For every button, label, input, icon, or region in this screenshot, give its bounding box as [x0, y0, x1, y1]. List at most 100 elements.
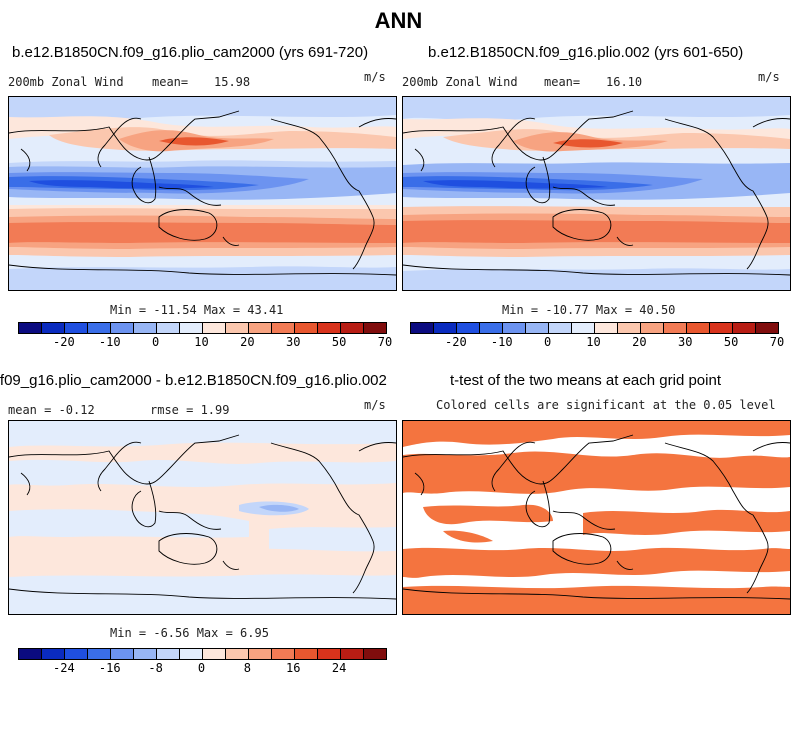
colorbar-swatch [42, 323, 65, 333]
colorbar-swatch [595, 323, 618, 333]
colorbar-swatch [618, 323, 641, 333]
panel3-colorbar [18, 648, 387, 660]
panel2-colorbar [410, 322, 779, 334]
colorbar-tick: 10 [194, 335, 209, 349]
colorbar-swatch [203, 323, 226, 333]
colorbar-swatch [65, 323, 88, 333]
colorbar-swatch [364, 649, 386, 659]
panel4-title: t-test of the two means at each grid poi… [450, 372, 721, 389]
colorbar-swatch [364, 323, 386, 333]
colorbar-tick: 30 [678, 335, 693, 349]
colorbar-swatch [664, 323, 687, 333]
panel1-mean-label: mean= [152, 75, 189, 89]
panel3-rmse: rmse = 1.99 [150, 403, 230, 417]
colorbar-swatch [157, 649, 180, 659]
colorbar-swatch [457, 323, 480, 333]
colorbar-swatch [318, 323, 341, 333]
colorbar-swatch [180, 649, 203, 659]
panel2-mean-value: 16.10 [606, 75, 643, 89]
colorbar-swatch [226, 649, 249, 659]
colorbar-swatch [641, 323, 664, 333]
colorbar-tick: 0 [544, 335, 552, 349]
colorbar-tick: 0 [152, 335, 160, 349]
colorbar-swatch [318, 649, 341, 659]
colorbar-swatch [134, 649, 157, 659]
colorbar-swatch [687, 323, 710, 333]
colorbar-swatch [19, 323, 42, 333]
colorbar-tick: -8 [148, 661, 163, 675]
colorbar-tick: 50 [331, 335, 347, 349]
colorbar-tick: -10 [98, 335, 121, 349]
colorbar-tick: -10 [490, 335, 513, 349]
panel1-colorbar-ticks: -20 -10 0 10 20 30 50 70 [18, 335, 392, 349]
colorbar-swatch [572, 323, 595, 333]
significance-regions [403, 421, 790, 614]
panel4-significance-map [402, 420, 791, 615]
colorbar-swatch [249, 649, 272, 659]
colorbar-swatch [226, 323, 249, 333]
colorbar-swatch [295, 323, 318, 333]
colorbar-swatch [295, 649, 318, 659]
colorbar-tick: 8 [243, 661, 251, 675]
panel2-units: m/s [758, 70, 780, 84]
panel3-minmax: Min = -6.56 Max = 6.95 [110, 626, 269, 640]
colorbar-swatch [272, 649, 295, 659]
colorbar-tick: -20 [53, 335, 75, 349]
panel2-minmax: Min = -10.77 Max = 40.50 [502, 303, 676, 317]
colorbar-swatch [88, 323, 111, 333]
colorbar-swatch [503, 323, 526, 333]
panel3-mean: mean = -0.12 [8, 403, 95, 417]
colorbar-swatch [341, 649, 364, 659]
colorbar-swatch [180, 323, 203, 333]
panel4-subtitle: Colored cells are significant at the 0.0… [436, 398, 776, 412]
panel2-field-label: 200mb Zonal Wind [402, 75, 518, 89]
figure-title: ANN [374, 8, 423, 33]
colorbar-swatch [480, 323, 503, 333]
colorbar-swatch [710, 323, 733, 333]
colorbar-swatch [65, 649, 88, 659]
panel1-title: b.e12.B1850CN.f09_g16.plio_cam2000 (yrs … [12, 44, 369, 61]
colorbar-tick: 20 [240, 335, 255, 349]
panel3-difference-map [8, 420, 397, 615]
colorbar-tick: 0 [197, 661, 206, 675]
colorbar-swatch [411, 323, 434, 333]
colorbar-swatch [756, 323, 778, 333]
panel2-colorbar-ticks: -20 -10 0 10 20 30 50 70 [410, 335, 784, 349]
colorbar-swatch [134, 323, 157, 333]
colorbar-swatch [157, 323, 180, 333]
colorbar-swatch [341, 323, 364, 333]
colorbar-tick: 70 [377, 335, 393, 349]
panel2-wind-map [402, 96, 791, 291]
panel2-mean-label: mean= [544, 75, 581, 89]
panel2-title: b.e12.B1850CN.f09_g16.plio.002 (yrs 601-… [428, 44, 744, 61]
panel3-units: m/s [364, 398, 386, 412]
colorbar-tick: 16 [286, 661, 301, 675]
colorbar-swatch [526, 323, 549, 333]
colorbar-swatch [42, 649, 65, 659]
colorbar-tick: 24 [331, 661, 347, 675]
colorbar-tick: 70 [769, 335, 785, 349]
colorbar-swatch [733, 323, 756, 333]
colorbar-tick: -24 [53, 661, 75, 675]
colorbar-swatch [249, 323, 272, 333]
panel1-mean-value: 15.98 [214, 75, 251, 89]
colorbar-swatch [88, 649, 111, 659]
colorbar-swatch [203, 649, 226, 659]
panel1-units: m/s [364, 70, 386, 84]
colorbar-swatch [434, 323, 457, 333]
panel3-title: b.e12.B1850CN.f09_g16.plio_cam2000 - b.e… [0, 372, 387, 389]
panel3-colorbar-ticks: -24 -16 -8 0 8 16 24 [18, 661, 385, 675]
colorbar-tick: -16 [98, 661, 121, 675]
colorbar-tick: 50 [723, 335, 739, 349]
colorbar-swatch [111, 649, 134, 659]
colorbar-tick: 10 [586, 335, 601, 349]
panel1-colorbar [18, 322, 387, 334]
panel3-title-clip: b.e12.B1850CN.f09_g16.plio_cam2000 - b.e… [0, 372, 462, 392]
colorbar-tick: 30 [286, 335, 301, 349]
colorbar-swatch [19, 649, 42, 659]
colorbar-tick: 20 [632, 335, 647, 349]
colorbar-tick: -20 [445, 335, 467, 349]
colorbar-swatch [272, 323, 295, 333]
colorbar-swatch [111, 323, 134, 333]
colorbar-swatch [549, 323, 572, 333]
